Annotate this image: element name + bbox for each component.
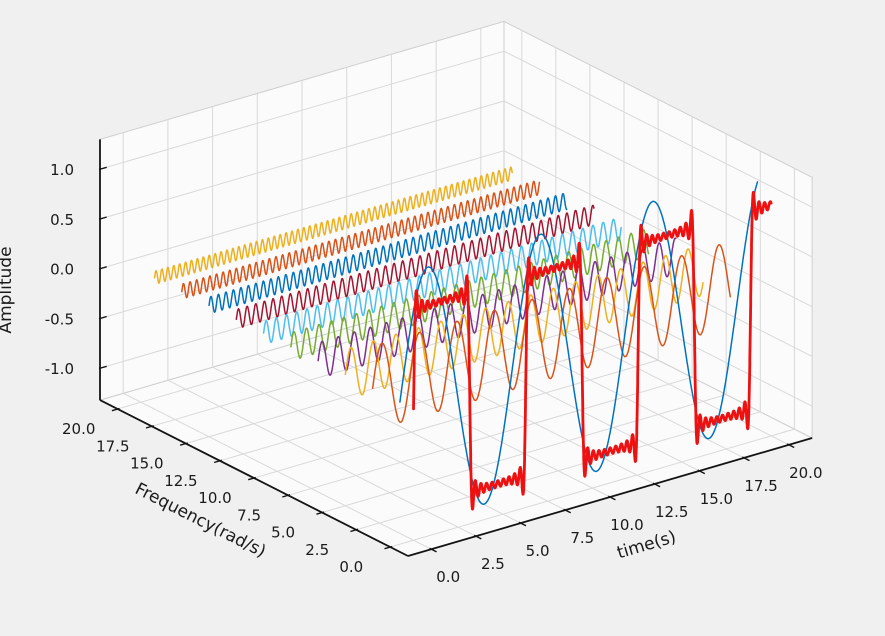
y-tick-label: 10.0 xyxy=(198,489,231,507)
y-tick-label: 17.5 xyxy=(96,437,129,455)
y-tick-mark xyxy=(145,425,154,429)
grid-z-wall-right xyxy=(503,150,813,308)
y-tick-label: 5.0 xyxy=(271,524,295,542)
y-tick-label: 0.0 xyxy=(339,558,363,576)
grid-z-wall-left xyxy=(99,150,505,270)
harmonic-7-line xyxy=(317,237,677,376)
y-tick-label: 2.5 xyxy=(305,541,329,559)
y-tick-mark xyxy=(213,459,223,464)
harmonic-19-line xyxy=(153,166,513,284)
grid-z-wall-right xyxy=(503,100,813,258)
x-tick-mark xyxy=(786,443,795,449)
y-tick-label: 20.0 xyxy=(62,420,95,438)
z-tick-mark xyxy=(98,216,107,220)
grid-z-wall-left xyxy=(99,100,505,220)
y-tick-label: 7.5 xyxy=(237,506,261,524)
x-tick-mark xyxy=(607,495,616,501)
harmonic-13-line xyxy=(235,204,595,328)
z-tick-mark xyxy=(98,266,107,270)
z-tick-label: 0.0 xyxy=(50,261,74,279)
z-tick-label: 1.0 xyxy=(50,161,74,179)
y-tick-mark xyxy=(350,528,359,533)
y-tick-label: 12.5 xyxy=(164,472,197,490)
grid-z-wall-right xyxy=(503,249,813,407)
x-tick-label: 7.5 xyxy=(570,529,594,547)
x-tick-label: 12.5 xyxy=(655,503,688,521)
x-tick-mark xyxy=(518,521,527,527)
grid-y-floor xyxy=(356,411,761,531)
harmonic-17-line xyxy=(181,180,541,299)
grid-y-floor xyxy=(219,342,625,462)
y-tick-mark xyxy=(316,511,325,515)
grid-z-wall-left xyxy=(99,249,505,369)
y-tick-mark xyxy=(111,407,120,412)
z-tick-mark xyxy=(98,315,107,320)
z-tick-label: 0.5 xyxy=(50,211,74,229)
x-tick-mark xyxy=(742,456,750,462)
grid-y-floor xyxy=(287,376,693,496)
x-tick-label: 15.0 xyxy=(700,490,733,508)
y-tick-mark xyxy=(179,442,188,446)
x-tick-label: 5.0 xyxy=(526,542,550,560)
harmonic-9-line xyxy=(290,229,650,359)
x-tick-label: 20.0 xyxy=(789,464,822,482)
square-wave-partial-sum-line xyxy=(412,190,773,511)
x-tick-mark xyxy=(473,534,482,540)
y-tick-label: 15.0 xyxy=(130,455,163,473)
x-tick-mark xyxy=(563,508,572,514)
y-tick-mark xyxy=(248,476,257,481)
z-tick-mark xyxy=(98,166,107,171)
grid-z-wall-left xyxy=(99,50,505,170)
x-tick-mark xyxy=(697,469,706,475)
z-tick-mark xyxy=(98,365,107,370)
grid-z-wall-right xyxy=(503,50,813,208)
grid-y-floor xyxy=(253,359,659,479)
harmonic-15-line xyxy=(208,192,568,313)
grid-y-floor xyxy=(390,428,795,548)
harmonic-3-line xyxy=(371,244,731,424)
z-tick-label: -1.0 xyxy=(45,360,74,378)
x-tick-label: 10.0 xyxy=(610,516,643,534)
z-axis-label: Amplitude xyxy=(0,246,16,333)
x-tick-label: 2.5 xyxy=(481,555,505,573)
x-tick-label: 17.5 xyxy=(744,477,777,495)
x-tick-mark xyxy=(652,482,661,488)
x-tick-label: 0.0 xyxy=(436,568,460,586)
x-tick-mark xyxy=(429,547,437,553)
z-tick-label: -0.5 xyxy=(45,311,74,329)
harmonic-11-line xyxy=(262,218,622,344)
y-tick-mark xyxy=(384,545,393,550)
y-tick-mark xyxy=(282,494,291,498)
